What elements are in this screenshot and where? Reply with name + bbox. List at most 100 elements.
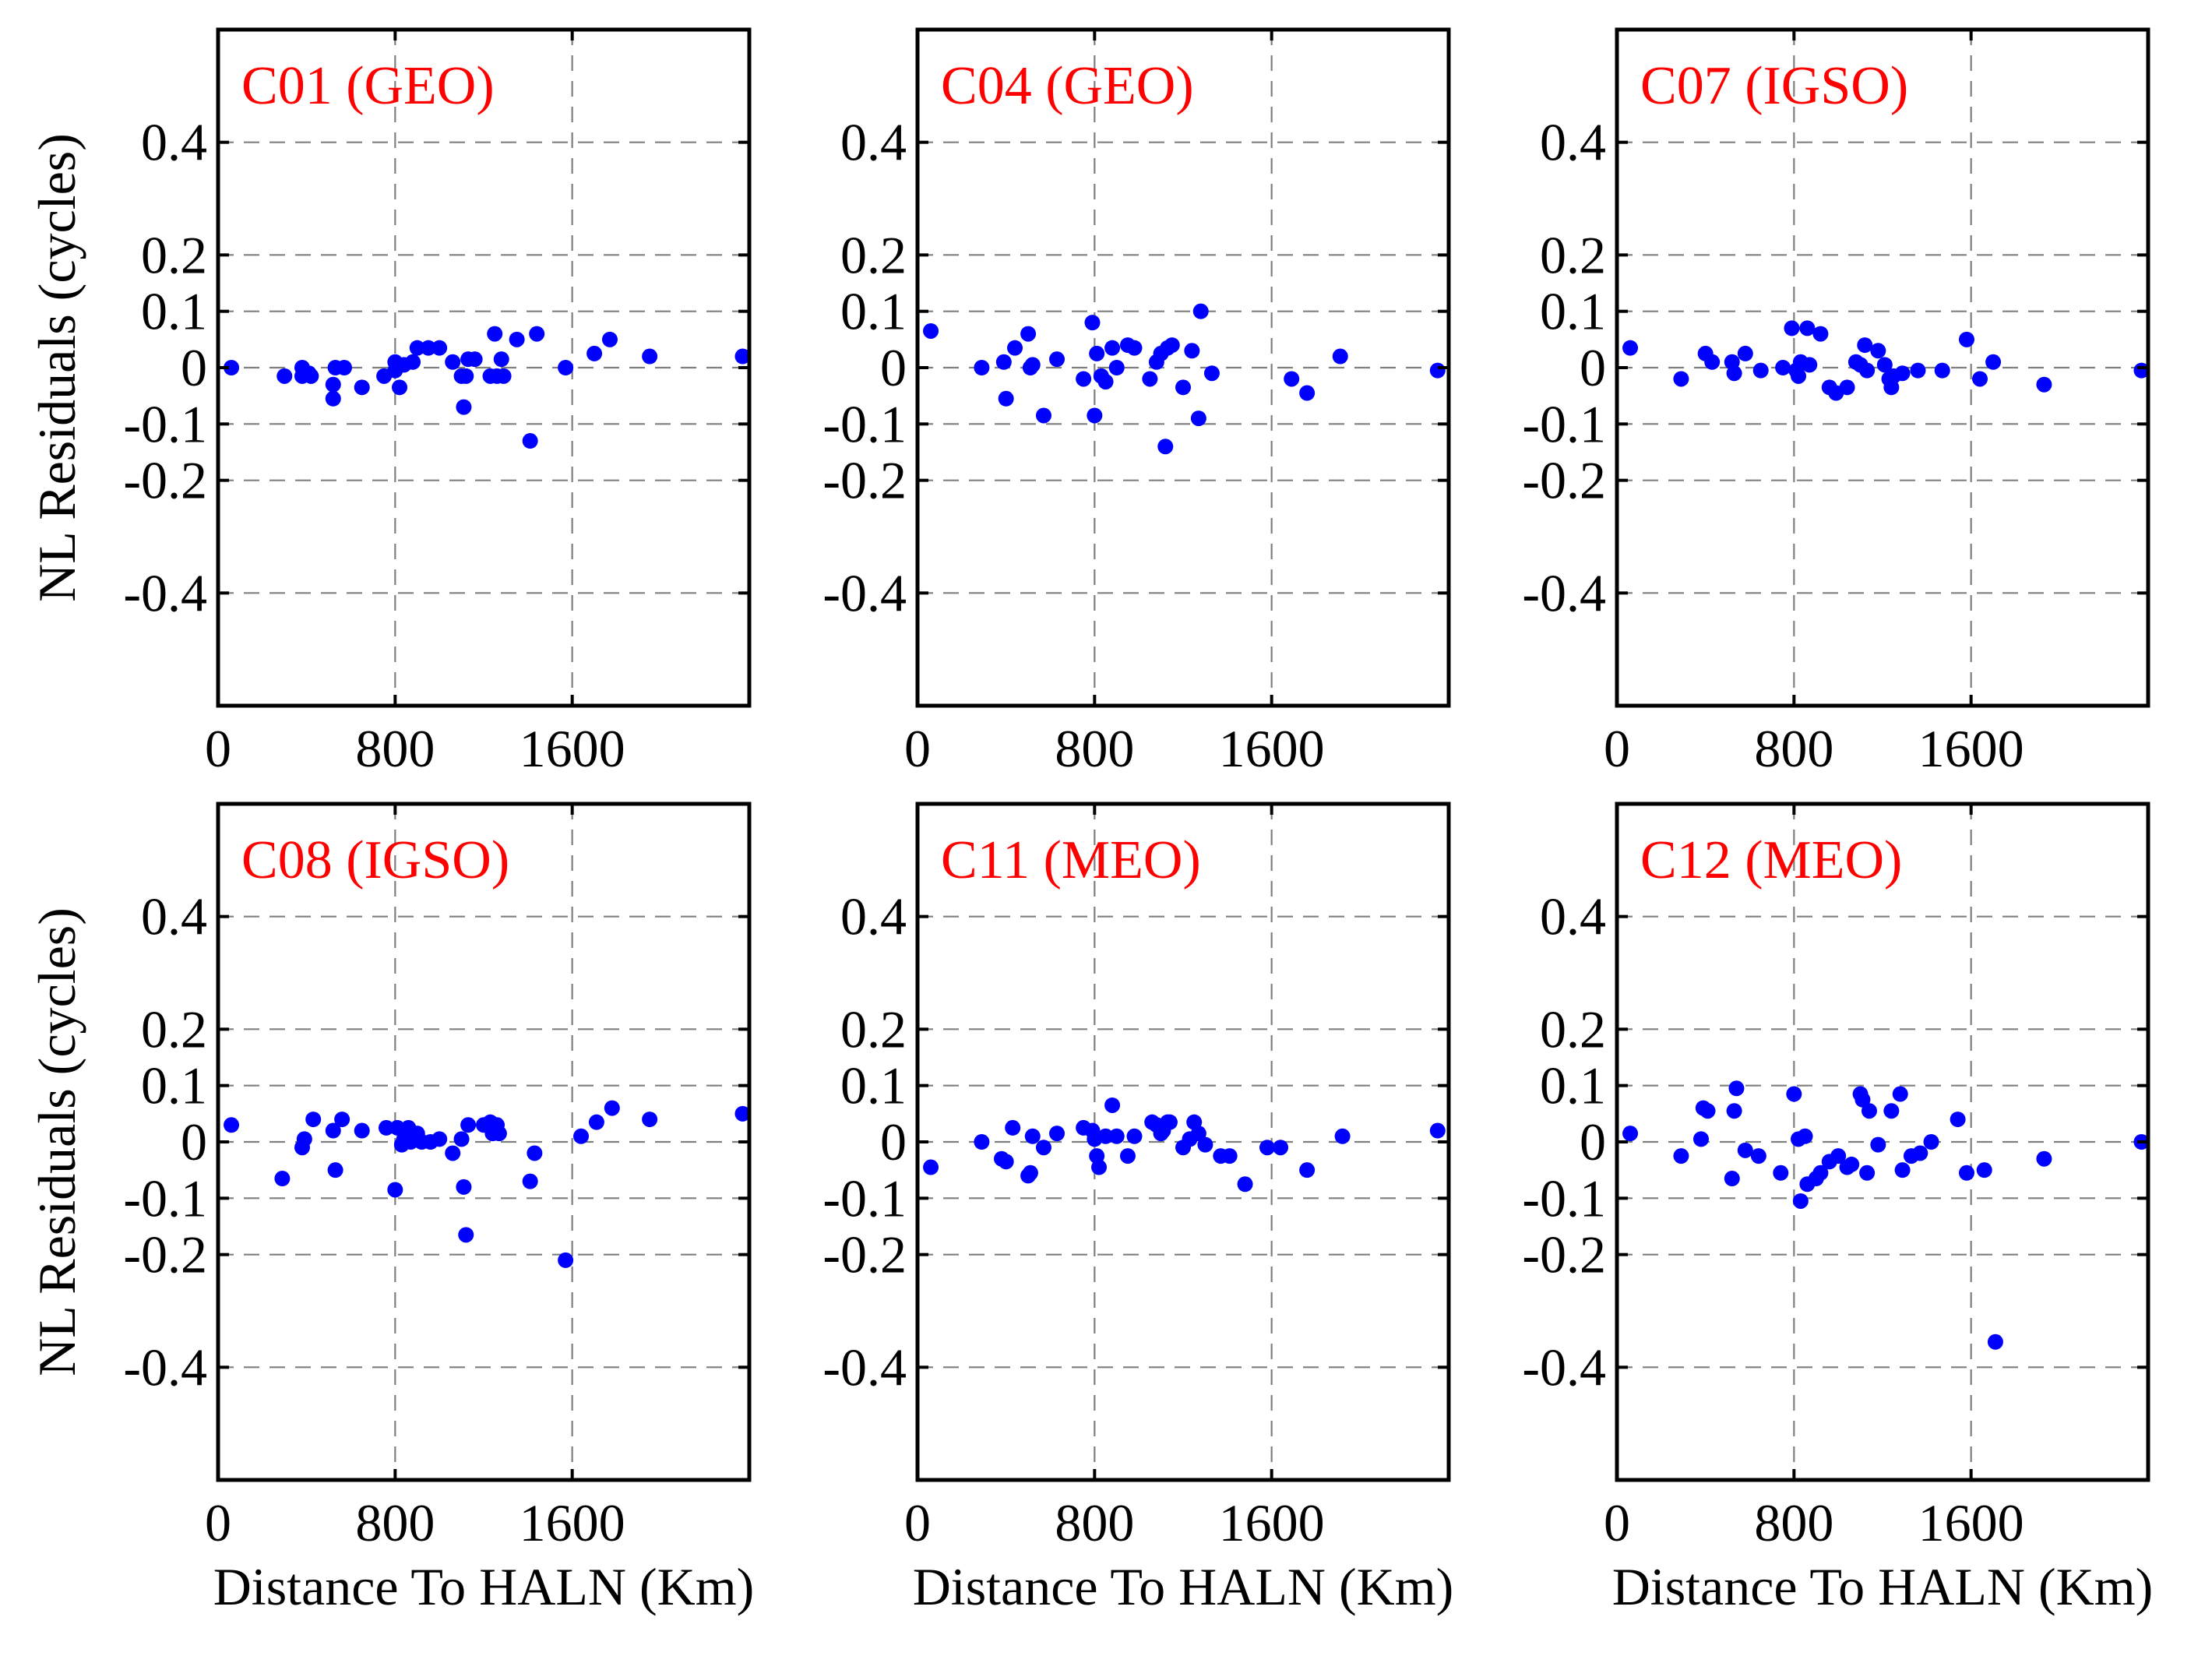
data-point	[458, 1227, 474, 1243]
data-point	[1876, 357, 1893, 373]
data-point	[336, 360, 352, 375]
y-tick-label: -0.4	[1522, 563, 1606, 622]
data-point	[1334, 1128, 1351, 1144]
data-point	[1726, 1103, 1742, 1119]
data-point	[1007, 340, 1023, 356]
data-point	[1950, 1112, 1966, 1128]
data-point	[734, 348, 751, 365]
data-point	[431, 1131, 448, 1147]
data-point	[405, 354, 421, 370]
data-point	[305, 1112, 322, 1128]
data-point	[1854, 1091, 1871, 1108]
x-tick-label: 800	[355, 1493, 435, 1552]
x-tick-label: 1600	[1918, 719, 2024, 778]
y-tick-label: -0.2	[822, 451, 907, 510]
y-tick-label: 0	[1580, 338, 1606, 397]
data-point	[1024, 357, 1041, 373]
y-tick-label: 0.4	[141, 113, 207, 172]
data-point	[1119, 1148, 1136, 1164]
data-point	[1005, 1119, 1021, 1136]
x-tick-label: 800	[1055, 719, 1134, 778]
data-point	[276, 368, 293, 384]
data-point	[1049, 1126, 1065, 1142]
data-point	[1190, 410, 1206, 427]
data-point	[378, 1119, 394, 1136]
data-point	[1802, 357, 1818, 373]
data-point	[1299, 1162, 1316, 1179]
data-point	[1097, 374, 1114, 390]
y-tick-label: 0.4	[840, 113, 907, 172]
data-point	[389, 1119, 406, 1136]
data-point	[274, 1171, 291, 1187]
y-tick-label: 0.4	[840, 887, 907, 946]
data-point	[522, 1173, 538, 1189]
y-tick-label: 0	[880, 1112, 907, 1171]
data-point	[1084, 315, 1101, 331]
data-point	[974, 360, 990, 375]
y-tick-label: 0.1	[141, 282, 207, 341]
data-point	[1773, 1164, 1789, 1181]
data-point	[1429, 1122, 1446, 1139]
data-point	[1923, 1134, 1939, 1150]
x-tick-label: 0	[1604, 1493, 1630, 1552]
data-point	[1934, 362, 1950, 379]
x-tick-label: 1600	[1918, 1493, 2024, 1552]
y-tick-label: 0.2	[141, 999, 207, 1059]
data-point	[1273, 1140, 1289, 1156]
y-tick-label: -0.1	[822, 394, 907, 453]
data-point	[1700, 1103, 1716, 1119]
x-tick-label: 0	[904, 1493, 931, 1552]
y-tick-label: -0.1	[1522, 1168, 1606, 1228]
data-point	[1792, 1193, 1809, 1209]
data-point	[588, 1114, 604, 1130]
data-point	[1332, 348, 1348, 365]
data-point	[601, 331, 618, 347]
data-point	[604, 1100, 620, 1116]
data-point	[1020, 326, 1037, 342]
y-tick-label: 0.2	[1540, 225, 1606, 284]
x-tick-label: 0	[205, 1493, 231, 1552]
x-tick-label: 1600	[1219, 1493, 1325, 1552]
data-point	[573, 1128, 590, 1144]
data-point	[420, 340, 436, 356]
data-point	[923, 322, 939, 339]
y-tick-label: 0.4	[1540, 113, 1606, 172]
y-tick-label: -0.4	[123, 1337, 207, 1397]
data-point	[1958, 1164, 1974, 1181]
data-point	[1784, 320, 1800, 336]
data-point	[1087, 407, 1103, 424]
data-point	[460, 1117, 477, 1133]
data-point	[1987, 1334, 2003, 1350]
data-point	[1097, 1128, 1114, 1144]
data-point	[1024, 1128, 1041, 1144]
data-point	[1704, 354, 1721, 370]
data-point	[493, 351, 509, 368]
data-point	[1035, 407, 1051, 424]
data-point	[1175, 379, 1191, 396]
y-tick-label: -0.4	[123, 563, 207, 622]
data-point	[998, 1154, 1014, 1170]
data-point	[1089, 345, 1105, 361]
data-point	[642, 1112, 658, 1128]
data-point	[224, 1117, 240, 1133]
panel-title: C01 (GEO)	[241, 56, 495, 116]
data-point	[1190, 1126, 1206, 1142]
data-point	[1259, 1140, 1275, 1156]
data-point	[1142, 371, 1158, 387]
y-tick-label: 0.1	[1540, 1056, 1606, 1115]
y-tick-label: -0.2	[822, 1225, 907, 1284]
y-tick-label: -0.2	[1522, 451, 1606, 510]
data-point	[1985, 354, 2002, 370]
data-point	[445, 354, 461, 370]
data-point	[387, 1182, 403, 1198]
data-point	[734, 1105, 751, 1122]
data-point	[1844, 1156, 1860, 1172]
data-point	[1910, 362, 1926, 379]
data-point	[445, 1145, 461, 1161]
x-tick-label: 0	[205, 719, 231, 778]
y-tick-label: -0.2	[123, 451, 207, 510]
data-point	[1752, 362, 1769, 379]
